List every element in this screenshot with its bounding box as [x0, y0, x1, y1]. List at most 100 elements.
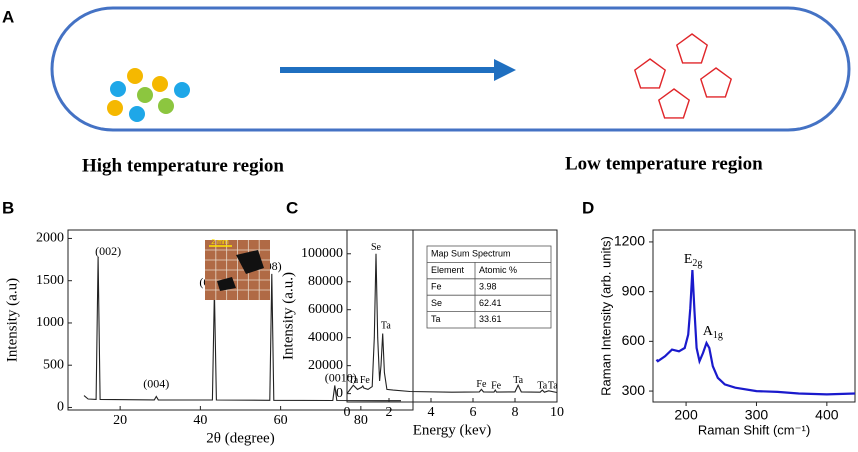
y-axis-label: Intensity (a.u) [4, 278, 20, 362]
y-tick-label: 1200 [614, 233, 645, 249]
annotation: Fe [476, 380, 487, 391]
annotation: Ta [381, 321, 391, 332]
annotation-text: Se [371, 242, 382, 253]
x-tick-label: 400 [815, 407, 839, 423]
y-axis-label: Intensity (a.u.) [280, 272, 296, 360]
crystal [699, 67, 733, 98]
annotation-text: Fe [491, 381, 502, 392]
particle [158, 98, 174, 114]
x-tick-label: 4 [428, 405, 435, 420]
annotation: Ta [513, 375, 523, 386]
annotation: (002) [95, 244, 121, 258]
chart: 0 20000 40000 60000 80000 100000 0 2 4 6 8 10 Energy… [280, 229, 564, 438]
x-axis-label: Raman Shift (cm⁻¹) [698, 422, 810, 437]
panel-label: D [582, 198, 594, 217]
annotation: Ta [537, 381, 547, 392]
y-tick-label: 40000 [308, 330, 343, 345]
x-tick-label: 300 [745, 407, 769, 423]
y-tick-label: 1000 [36, 315, 64, 330]
y-tick-label: 300 [622, 382, 646, 398]
x-axis-label: Energy (kev) [413, 422, 491, 438]
data-line [83, 256, 402, 402]
plot-frame [346, 229, 558, 403]
particle [129, 106, 145, 122]
table-cell: Fe [431, 281, 442, 291]
annotation-text: Fe [476, 380, 487, 391]
annotation: Ta [348, 375, 358, 386]
table-title: Map Sum Spectrum [431, 249, 511, 259]
y-tick-label: 80000 [308, 274, 343, 289]
annotation: E2g [684, 252, 703, 269]
x-tick-label: 60 [274, 413, 288, 428]
annotation-subscript: 2g [692, 258, 702, 269]
annotation: (004) [143, 376, 169, 390]
arrow-head [494, 59, 516, 81]
annotation-text: Ta [348, 375, 358, 386]
y-tick-label: 100000 [301, 246, 343, 261]
particle [152, 76, 168, 92]
data-line [655, 270, 856, 396]
x-tick-label: 6 [470, 405, 477, 420]
y-tick-label: 500 [43, 357, 64, 372]
annotation-text: Ta [381, 321, 391, 332]
panel-label: A [2, 7, 14, 26]
particle [137, 87, 153, 103]
panel-label: B [2, 198, 14, 217]
x-tick-label: 20 [113, 413, 127, 428]
data-line [346, 253, 558, 394]
annotation-text: (0010) [325, 370, 357, 384]
table-frame [426, 245, 552, 329]
y-tick-label: 0 [57, 400, 64, 415]
panel-a: A High temperature region Low temperatur… [2, 6, 851, 176]
composition-table: Map Sum Spectrum Element Atomic % Fe 3.98 Se 6… [426, 245, 552, 329]
annotation: (0010) [325, 370, 357, 384]
annotation: A1g [703, 324, 723, 341]
annotation-text: E [684, 252, 693, 267]
x-tick-label: 40 [193, 413, 207, 428]
table-cell: Atomic % [479, 265, 517, 275]
x-tick-label: 80 [354, 413, 368, 428]
particle [107, 100, 123, 116]
x-tick-label: 8 [512, 405, 519, 420]
table-cell: Se [431, 298, 442, 308]
annotation: Ta [548, 381, 558, 392]
crystal-flake [217, 277, 236, 291]
annotation-text: Ta [513, 375, 523, 386]
crystal-flake [236, 250, 264, 274]
crystal [657, 88, 691, 119]
x-tick-label: 10 [550, 405, 564, 420]
annotation-text: A [703, 324, 714, 339]
particle [174, 82, 190, 98]
plot-frame [67, 229, 414, 411]
annotation-text: Ta [548, 381, 558, 392]
particle [110, 81, 126, 97]
annotation-text: Fe [360, 375, 371, 386]
panel-label: C [286, 198, 298, 217]
annotation-text: (002) [95, 244, 121, 258]
y-tick-label: 900 [622, 282, 646, 298]
region-label: Low temperature region [565, 153, 763, 174]
x-tick-label: 200 [674, 407, 698, 423]
y-tick-label: 600 [622, 332, 646, 348]
y-tick-label: 60000 [308, 302, 343, 317]
crystal [633, 58, 667, 89]
chart: 300 600 900 1200 200 300 400 Raman Shift (cm⁻¹)… [598, 229, 856, 437]
crystal [675, 33, 709, 64]
table-cell: Ta [431, 314, 441, 324]
crystals [633, 33, 733, 119]
x-tick-label: 2 [386, 405, 393, 420]
table-cell: 33.61 [479, 314, 502, 324]
y-tick-label: 1500 [36, 273, 64, 288]
annotation-subscript: 1g [713, 331, 723, 342]
x-axis-label: 2θ (degree) [206, 430, 274, 446]
x-tick-label: 0 [344, 405, 351, 420]
annotation-text: Ta [537, 381, 547, 392]
y-axis-label: Raman Intensity (arb. units) [598, 236, 613, 396]
region-label: High temperature region [82, 155, 284, 176]
plot-frame [652, 229, 856, 403]
annotation-text: (004) [143, 376, 169, 390]
y-tick-label: 2000 [36, 231, 64, 246]
annotation: Fe [491, 381, 502, 392]
